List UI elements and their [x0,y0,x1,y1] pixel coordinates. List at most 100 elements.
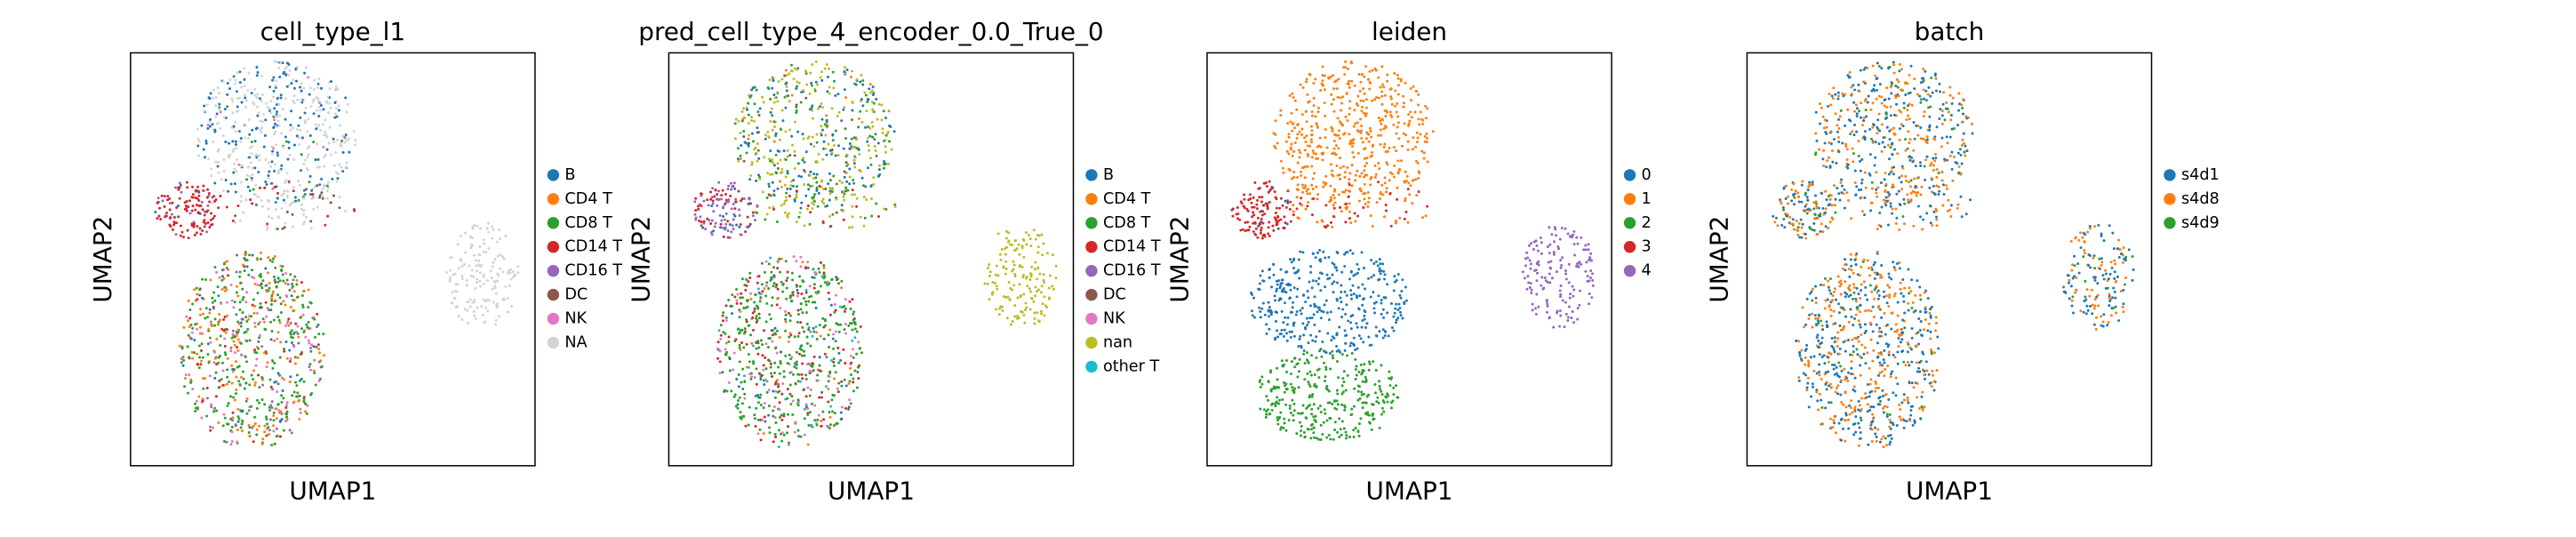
cell-point [1540,284,1543,287]
cell-point [740,144,743,148]
cell-point [1319,423,1323,427]
cell-point [753,413,756,417]
cell-point [203,213,206,217]
cell-point [1338,137,1341,140]
cell-point [857,377,860,381]
cell-point [272,414,276,418]
cell-point [807,328,811,332]
cell-point [815,423,819,427]
cell-point [1589,252,1593,255]
cell-point [231,329,235,333]
cell-point [709,190,713,194]
cell-point [1303,148,1307,152]
cell-point [1004,267,1008,270]
cell-point [292,331,296,334]
cell-point [325,189,329,193]
cell-point [231,220,235,223]
cell-point [1306,290,1309,293]
cell-point [1348,107,1352,110]
cell-point [1310,129,1314,132]
cell-point [1390,376,1394,380]
cell-point [1887,97,1891,100]
cell-point [1956,162,1959,165]
cell-point [1336,392,1340,396]
cell-point [340,139,344,142]
cell-point [699,215,702,219]
cell-point [739,410,742,413]
cell-point [1946,158,1949,162]
cell-point [1331,282,1334,285]
cell-point [1301,190,1305,194]
cell-point [295,278,299,282]
cell-point [251,426,254,429]
cell-point [812,326,815,330]
cell-point [194,208,197,212]
cell-point [798,211,802,214]
cell-point [209,218,212,221]
cell-point [1262,408,1266,412]
cell-point [1265,395,1268,398]
cell-point [738,346,741,349]
cell-point [1300,306,1304,309]
cell-point [1310,156,1314,159]
cell-point [191,204,195,208]
cell-point [251,303,254,307]
cell-point [260,74,263,77]
cell-point [808,295,811,299]
cell-point [504,234,508,237]
cell-point [1356,214,1360,218]
cell-point [814,80,818,84]
cell-point [1345,434,1348,437]
cell-point [283,189,286,193]
cell-point [1290,260,1293,264]
cell-point [1333,429,1337,432]
cell-point [1051,253,1054,257]
cell-point [749,119,753,123]
cell-point [209,92,212,95]
cell-point [236,346,239,349]
cell-point [706,217,709,220]
cell-point [211,296,214,300]
cell-point [1025,306,1028,309]
cell-point [830,277,834,281]
cell-point [241,409,244,413]
cell-point [791,399,795,403]
cell-point [749,372,753,375]
cell-point [821,197,825,201]
cell-point [1316,306,1320,309]
cell-point [1295,196,1299,199]
cell-point [804,403,808,406]
cell-point [1853,180,1857,184]
cell-point [1355,365,1358,368]
cell-point [740,328,743,332]
cell-point [996,274,1000,277]
cell-point [827,380,830,383]
cell-point [337,108,340,112]
cell-point [310,188,314,192]
cell-point [1275,400,1278,404]
cell-point [1397,302,1401,306]
cell-point [187,236,190,240]
cell-point [1331,354,1334,357]
cell-point [1317,107,1321,109]
cell-point [180,361,183,365]
cell-point [805,341,809,345]
cell-point [1282,321,1285,325]
cell-point [1319,438,1323,441]
cell-point [1395,384,1397,388]
cell-point [1307,296,1310,300]
cell-point [1388,146,1391,149]
cell-point [253,282,257,285]
cell-point [809,185,812,188]
cell-point [822,418,826,421]
cell-point [1311,339,1315,342]
cell-point [804,303,808,307]
cell-point [1401,144,1404,148]
cell-point [832,333,836,336]
cell-point [271,188,275,190]
cell-point [282,146,285,148]
cell-point [213,317,217,321]
cell-point [475,264,478,268]
cell-point [1371,99,1374,102]
cell-point [235,143,238,147]
